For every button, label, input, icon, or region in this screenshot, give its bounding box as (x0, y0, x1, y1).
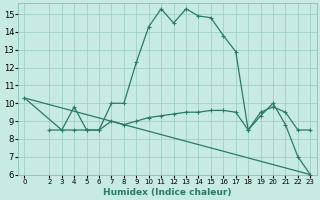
X-axis label: Humidex (Indice chaleur): Humidex (Indice chaleur) (103, 188, 232, 197)
